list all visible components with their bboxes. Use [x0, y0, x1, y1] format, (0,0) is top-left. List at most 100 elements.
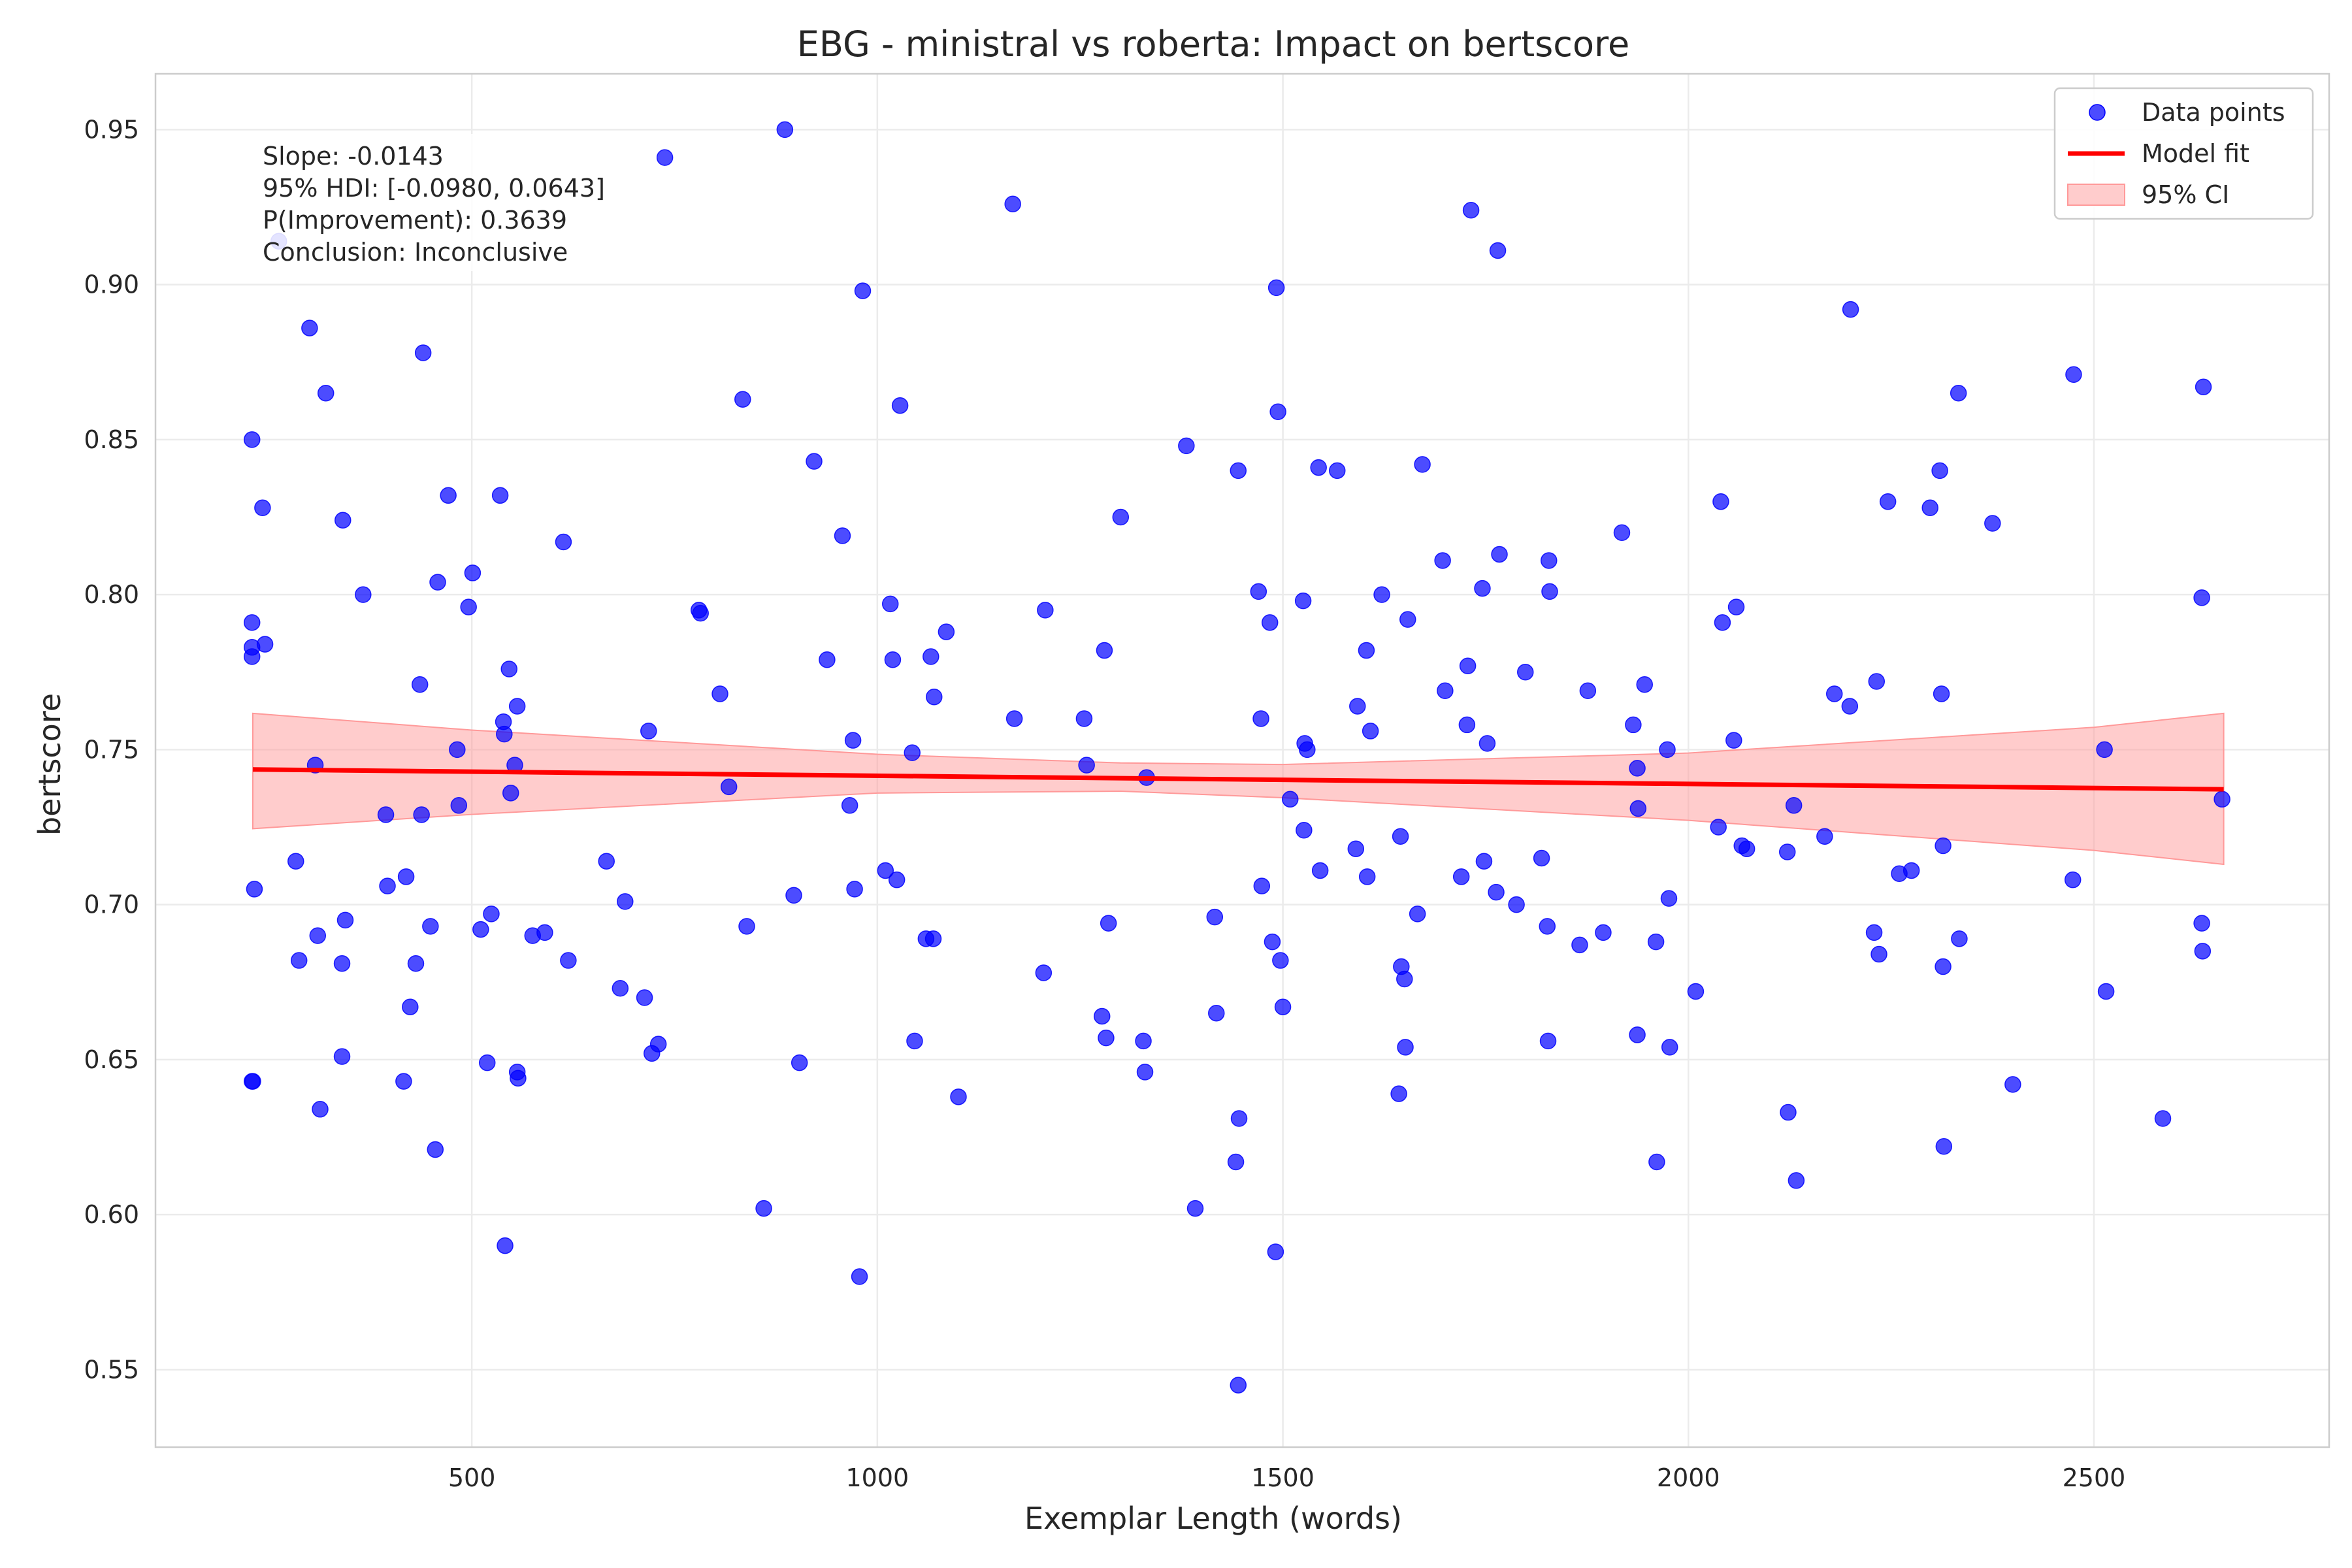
data-point	[1098, 1029, 1115, 1047]
data-point	[819, 651, 836, 668]
data-point	[1687, 983, 1705, 1000]
data-point	[1272, 952, 1289, 969]
data-point	[1660, 890, 1678, 907]
data-point	[1437, 682, 1454, 699]
annotation-line: 95% HDI: [-0.0980, 0.0643]	[263, 174, 605, 203]
data-point	[411, 676, 429, 693]
x-axis-label: Exemplar Length (words)	[1024, 1501, 1402, 1536]
data-point	[1491, 546, 1508, 563]
data-point	[397, 868, 415, 885]
data-point	[1462, 202, 1480, 219]
data-point	[1780, 1103, 1797, 1121]
annotation-line: P(Improvement): 0.3639	[263, 206, 567, 235]
data-point	[1613, 524, 1631, 541]
data-point	[1267, 279, 1285, 297]
data-point	[1714, 614, 1731, 631]
data-point	[1035, 964, 1053, 981]
data-point	[1541, 583, 1558, 600]
data-point	[1310, 459, 1327, 476]
data-point	[1870, 945, 1887, 963]
data-point	[1458, 716, 1476, 734]
data-point	[243, 648, 261, 665]
data-point	[1294, 592, 1312, 610]
data-point	[1136, 1064, 1154, 1081]
data-point	[1100, 915, 1117, 932]
data-point	[888, 871, 906, 889]
data-point	[950, 1088, 967, 1105]
data-point	[734, 391, 751, 408]
data-point	[1710, 819, 1727, 836]
data-point	[1738, 840, 1756, 857]
data-point	[1362, 723, 1379, 740]
data-point	[846, 881, 863, 898]
legend-label: Data points	[2142, 98, 2285, 127]
data-point	[1788, 1172, 1805, 1189]
data-point	[243, 431, 261, 448]
data-point	[1879, 493, 1897, 510]
annotation-box	[252, 134, 657, 271]
data-point	[1816, 828, 1833, 845]
data-point	[1112, 508, 1130, 526]
data-point	[1935, 1137, 1953, 1155]
data-point	[497, 1237, 514, 1254]
data-point	[256, 636, 274, 653]
data-point	[1647, 933, 1665, 951]
data-point	[755, 1200, 772, 1217]
data-point	[502, 785, 519, 802]
data-point	[1269, 403, 1286, 420]
data-point	[440, 487, 457, 504]
x-tick-label: 1000	[846, 1463, 909, 1492]
data-point	[1075, 710, 1093, 727]
data-point	[1984, 515, 2001, 532]
data-point	[1903, 862, 1920, 879]
data-point	[355, 586, 372, 603]
data-point	[1208, 1004, 1225, 1022]
data-point	[317, 384, 335, 402]
data-point	[1004, 195, 1021, 213]
data-point	[1414, 456, 1431, 473]
data-point	[834, 527, 851, 544]
data-point	[246, 881, 263, 898]
data-point	[1579, 682, 1597, 699]
y-tick-label: 0.55	[84, 1355, 139, 1384]
data-point	[904, 744, 921, 761]
data-point	[938, 623, 955, 640]
data-point	[1595, 924, 1612, 941]
data-point	[407, 955, 425, 972]
data-point	[1230, 462, 1247, 480]
data-point	[335, 512, 351, 529]
x-axis-ticks: 500 1000 1500 2000 2500	[448, 1463, 2125, 1492]
data-point	[1037, 602, 1054, 619]
data-point	[500, 661, 518, 678]
data-point	[1841, 698, 1859, 715]
data-point	[738, 918, 755, 935]
legend-patch-icon	[2067, 184, 2125, 206]
data-point	[1629, 800, 1647, 817]
data-point	[598, 853, 615, 870]
data-point	[1474, 580, 1491, 597]
data-point	[1261, 614, 1279, 631]
data-point	[1865, 924, 1883, 941]
data-point	[243, 1073, 261, 1090]
data-point	[1253, 877, 1271, 894]
data-point	[1311, 862, 1329, 879]
data-point	[1230, 1377, 1247, 1394]
data-point	[906, 1032, 923, 1050]
data-point	[711, 685, 728, 702]
data-point	[636, 989, 653, 1006]
data-point	[1517, 664, 1534, 681]
x-tick-label: 500	[448, 1463, 496, 1492]
legend: Data points Model fit 95% CI	[2053, 87, 2314, 220]
data-point	[1935, 837, 1952, 855]
data-point	[891, 397, 909, 414]
data-point	[1135, 1032, 1152, 1050]
data-point	[923, 648, 939, 665]
y-tick-label: 0.85	[84, 425, 139, 454]
data-point	[1475, 853, 1493, 870]
data-point	[1712, 493, 1729, 510]
data-point	[1727, 598, 1745, 615]
data-point	[483, 906, 500, 923]
legend-label: Model fit	[2142, 139, 2249, 168]
data-point	[1459, 657, 1477, 675]
data-point	[379, 877, 396, 894]
